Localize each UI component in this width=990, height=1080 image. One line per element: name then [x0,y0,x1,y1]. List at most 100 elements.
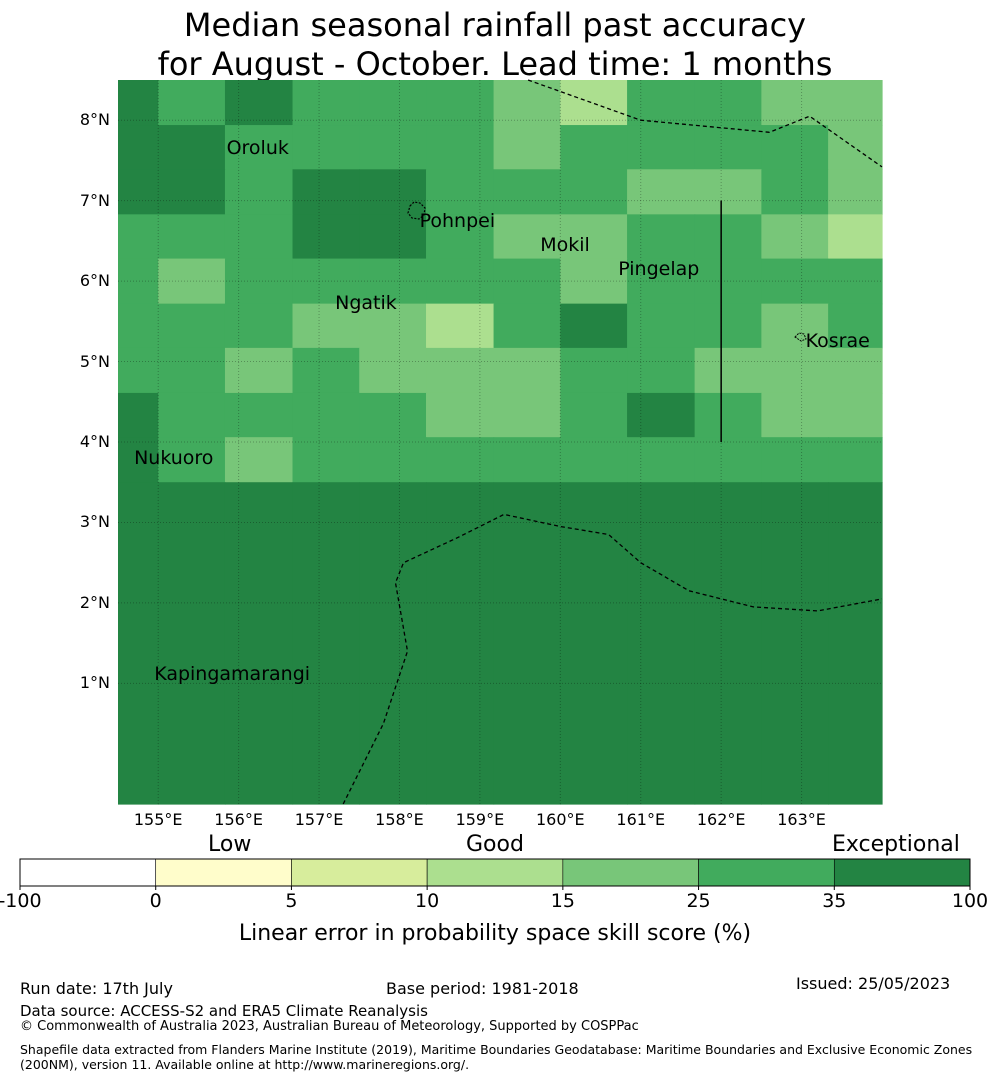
grid-cell [828,214,883,260]
grid-cell [118,125,159,170]
grid-cell [158,125,226,170]
grid-cell [359,80,427,126]
grid-cell [118,347,159,394]
kosrae-island-outline [794,332,807,342]
grid-cell [627,347,696,394]
grid-cell [761,80,829,126]
grid-cell [761,347,829,394]
grid-cell [627,169,696,215]
category-exceptional-label: Exceptional [832,832,960,857]
graticule [118,80,882,804]
grid-cell [118,258,159,305]
grid-cell [694,303,762,349]
grid-cell [560,303,628,349]
grid-cell [224,347,294,394]
grid-cell [493,303,561,349]
grid-cell [118,437,159,483]
place-label: Pingelap [618,258,700,281]
grid-cell [694,347,762,394]
colorbar-segment [562,858,699,887]
grid-cell [627,437,696,483]
grid-cell [292,392,360,438]
grid-cell [292,303,360,349]
colorbar-segment [155,858,292,887]
grid-cell [359,437,427,483]
grid-cell [359,303,427,349]
grid-cell [426,303,495,349]
grid-cell [761,214,829,260]
grid-cell [426,347,495,394]
colorbar-segment [698,858,835,887]
grid-cell [118,169,159,215]
place-label: Mokil [540,233,590,256]
colorbar-segment [833,858,971,887]
grid-cell [224,214,294,260]
longitude-label: 157°E [294,810,344,829]
data-source: Data source: ACCESS-S2 and ERA5 Climate … [20,1002,428,1020]
category-low-label: Low [208,832,252,857]
eez-boundary-line [342,513,883,805]
colorbar-tick-label: 35 [822,890,847,912]
grid-cell [118,482,159,805]
base-period: Base period: 1981-2018 [386,979,579,998]
copyright-notice: © Commonwealth of Australia 2023, Austra… [20,1019,639,1034]
latitude-label: 6°N [79,271,110,291]
grid-cell [158,437,226,483]
shapefile-credit-line-2: (200NM), version 11. Available online at… [20,1057,470,1072]
colorbar-tick-label: 0 [149,890,162,912]
pohnpei-island-outline [407,201,426,220]
grid-cell [224,258,294,305]
grid-cell [158,482,226,805]
grid-cell [761,169,829,215]
issued-date: Issued: 25/05/2023 [796,974,951,993]
grid-cell [761,392,829,438]
grid-cell [761,125,829,170]
grid-cell [493,125,561,170]
grid-cell [426,482,495,805]
grid-cell [292,125,360,170]
category-good-label: Good [466,832,524,857]
grid-cell [118,392,159,438]
grid-cell [118,80,159,126]
grid-cell [828,303,883,349]
colorbar-tick-label: -100 [0,890,42,912]
grid-cell [560,482,628,805]
grid-cell [828,258,883,305]
skill-grid [118,80,883,805]
colorbar-segment [19,858,157,887]
grid-cell [761,303,829,349]
grid-cell [224,169,294,215]
colorbar-tick-label: 5 [285,890,298,912]
grid-cell [292,80,360,126]
grid-cell [694,392,762,438]
chart-title-line-1: Median seasonal rainfall past accuracy [183,6,807,44]
grid-cell [493,437,561,483]
grid-cell [158,347,226,394]
grid-cell [627,303,696,349]
grid-cell [694,482,762,805]
grid-cell [627,392,696,438]
longitude-label: 156°E [214,810,263,829]
grid-cell [493,482,561,805]
grid-cell [493,258,561,305]
grid-cell [359,392,427,438]
grid-cell [560,347,628,394]
grid-cell [359,214,427,260]
run-date: Run date: 17th July [20,979,173,998]
place-label: Oroluk [226,137,289,160]
grid-cell [560,169,628,215]
grid-cell [359,169,427,215]
grid-cell [560,125,628,170]
grid-cell [493,80,561,126]
longitude-label: 162°E [696,810,746,829]
grid-cell [426,169,495,215]
grid-cell [426,80,495,126]
colorbar-tick-label: 10 [415,890,440,912]
longitude-label: 159°E [455,810,505,829]
latitude-label: 4°N [79,432,110,451]
grid-cell [224,125,294,170]
grid-cell [224,303,294,349]
grid-cell [359,125,427,170]
place-label: Nukuoro [134,447,214,470]
grid-cell [158,80,226,126]
